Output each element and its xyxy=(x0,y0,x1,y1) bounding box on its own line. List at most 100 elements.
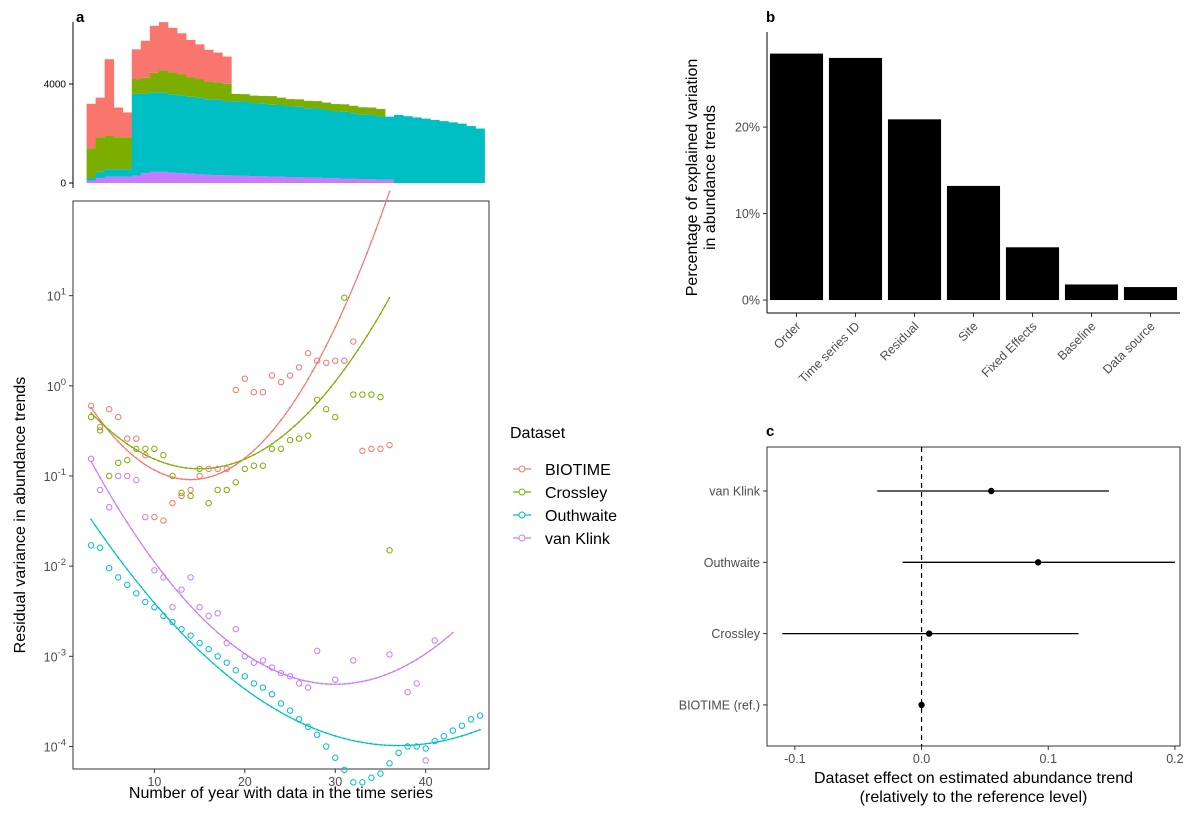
fit-curve-dot xyxy=(420,743,423,746)
scatter-y-tick-label: 10-1 xyxy=(44,467,66,484)
fit-curve-dot xyxy=(203,654,206,657)
fit-curve-dot xyxy=(248,453,251,456)
fit-curve-dot xyxy=(148,596,151,599)
data-point-crossley xyxy=(142,445,149,453)
hist-bar-segment xyxy=(195,97,205,175)
fit-curve-dot xyxy=(121,514,124,517)
tick-base: 10 xyxy=(47,290,61,304)
fit-curve-dot xyxy=(135,535,138,538)
fit-curve-dot xyxy=(94,413,97,415)
tick-base: 10 xyxy=(47,380,61,394)
tick-exponent: -4 xyxy=(58,737,66,748)
data-point-biotime xyxy=(286,372,294,379)
fit-curve-dot xyxy=(207,658,210,661)
data-point-biotime xyxy=(196,472,203,480)
hist-bar-segment xyxy=(348,105,359,114)
data-point-outhwaite xyxy=(377,770,384,777)
fit-curve-dot xyxy=(311,370,314,373)
fit-curve-dot xyxy=(361,741,364,744)
fit-curve-dot xyxy=(207,476,210,479)
fit-curve-dot xyxy=(117,440,120,443)
fit-curve-dot xyxy=(361,680,364,683)
hist-y-tick-label: 0 xyxy=(60,179,66,190)
fit-curve-dot xyxy=(379,312,382,315)
bar-y-tick-label: 0% xyxy=(742,294,760,308)
hist-bar-segment xyxy=(140,93,151,174)
fit-curve-dot xyxy=(370,327,373,330)
hist-bar-segment xyxy=(430,119,440,183)
fit-curve-dot xyxy=(266,703,269,706)
fit-curve-dot xyxy=(158,471,160,474)
legend-label: Outhwaite xyxy=(545,508,617,525)
data-point-crossley xyxy=(304,432,312,439)
hist-bar-segment xyxy=(213,52,223,83)
hist-bar-segment xyxy=(122,112,133,138)
data-point-biotime xyxy=(341,357,348,364)
fit-curve-dot xyxy=(366,742,368,745)
fit-curve-dot xyxy=(248,655,251,658)
fit-curve-dot xyxy=(456,736,459,739)
data-point-crossley xyxy=(105,472,113,480)
fit-curve-dot xyxy=(203,467,206,470)
hist-bar-segment xyxy=(231,101,241,176)
fit-curve-dot xyxy=(257,661,260,664)
fit-curve-dot xyxy=(325,683,328,685)
data-point-outhwaite xyxy=(178,625,185,633)
fit-curve-dot xyxy=(388,744,391,747)
bar-order xyxy=(769,53,824,301)
data-point-outhwaite xyxy=(413,743,420,750)
fit-curve-dot xyxy=(320,353,323,356)
data-point-outhwaite xyxy=(359,779,366,786)
hist-bar-segment xyxy=(149,171,160,183)
data-point-crossley xyxy=(332,413,339,421)
data-point-crossley xyxy=(386,547,393,554)
fit-curve-dot xyxy=(388,672,391,675)
scatter-x-tick-label: 20 xyxy=(238,775,252,789)
data-point-biotime xyxy=(133,435,140,442)
hist-bar-segment xyxy=(113,137,124,170)
fit-curve-dot xyxy=(302,679,305,682)
data-point-biotime xyxy=(205,465,212,473)
hist-bar-segment xyxy=(122,169,133,177)
scatter-y-tick-label: 101 xyxy=(47,287,66,304)
fit-curve-dot xyxy=(139,542,142,544)
hist-bar-segment xyxy=(312,177,323,183)
hist-bar-segment xyxy=(177,74,187,96)
fit-curve-dot xyxy=(361,263,364,266)
data-point-biotime xyxy=(124,435,131,442)
data-point-crossley xyxy=(268,445,276,453)
bar-fixed-effects xyxy=(1005,247,1060,301)
data-point-crossley xyxy=(124,456,131,464)
data-point-outhwaite xyxy=(386,760,393,767)
hist-bar-segment xyxy=(385,116,395,180)
tick-exponent: -3 xyxy=(58,647,66,658)
fit-curve-dot xyxy=(189,467,192,470)
legend-label: Crossley xyxy=(545,485,607,502)
data-point-crossley xyxy=(313,396,321,403)
data-point-outhwaite xyxy=(259,684,267,691)
data-point-biotime xyxy=(350,338,357,345)
data-point-biotime xyxy=(241,375,249,382)
hist-bar-segment xyxy=(330,178,341,183)
fit-curve-dot xyxy=(112,435,115,438)
data-point-outhwaite xyxy=(323,743,330,750)
data-point-biotime xyxy=(386,441,393,449)
data-point-van-klink xyxy=(404,688,411,696)
data-point-biotime xyxy=(377,445,384,453)
fit-curve-dot xyxy=(420,655,423,658)
fit-curve-dot xyxy=(252,449,255,452)
fit-curve-dot xyxy=(189,605,192,607)
hist-bar-segment xyxy=(285,106,295,178)
hist-bar-segment xyxy=(222,56,232,84)
fit-curve-dot xyxy=(275,709,278,711)
data-point-biotime xyxy=(313,357,321,364)
hist-bar-segment xyxy=(195,79,205,98)
fit-curve-dot xyxy=(262,700,264,703)
hist-bar-segment xyxy=(204,99,214,175)
fit-curve-dot xyxy=(108,429,111,431)
estimate-point xyxy=(988,487,995,495)
fit-curve-dot xyxy=(298,393,300,395)
legend-key-point xyxy=(518,465,526,473)
data-point-outhwaite xyxy=(223,659,230,666)
